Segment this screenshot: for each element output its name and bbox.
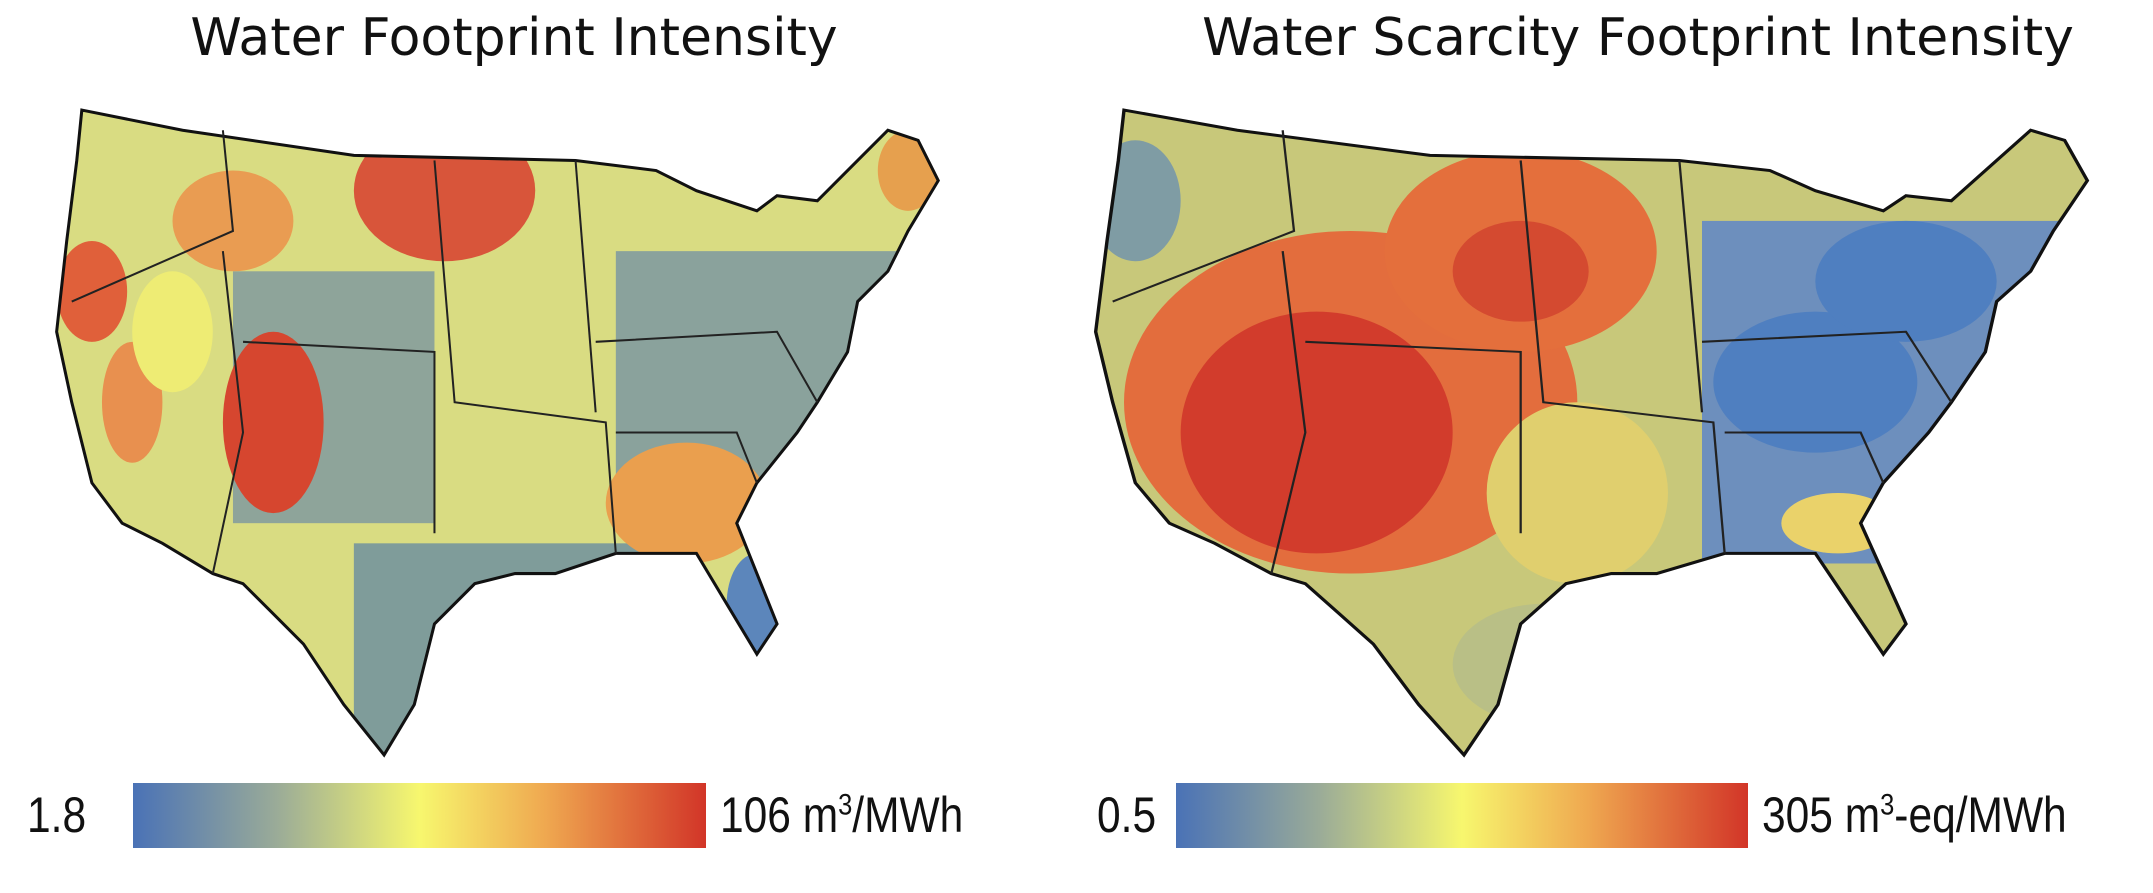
left-color-scale-bar xyxy=(133,783,706,848)
right-legend-max-label: 305 m3-eq/MWh xyxy=(1762,786,2067,844)
right-color-scale-bar xyxy=(1176,783,1748,848)
unit-exponent: 3 xyxy=(1880,788,1895,822)
max-value: 106 m xyxy=(720,787,839,843)
left-legend-min-label: 1.8 xyxy=(27,787,87,843)
left-map-title: Water Footprint Intensity xyxy=(190,8,838,68)
left-legend-max-label: 106 m3/MWh xyxy=(720,786,963,844)
max-value: 305 m xyxy=(1762,787,1881,843)
right-map-title: Water Scarcity Footprint Intensity xyxy=(1202,8,2074,68)
unit-exponent: 3 xyxy=(838,788,853,822)
water-scarcity-footprint-map xyxy=(1093,108,2090,757)
unit-suffix: -eq/MWh xyxy=(1894,787,2067,843)
unit-suffix: /MWh xyxy=(852,787,964,843)
right-legend-min-label: 0.5 xyxy=(1097,787,1157,843)
water-footprint-map xyxy=(55,108,940,757)
